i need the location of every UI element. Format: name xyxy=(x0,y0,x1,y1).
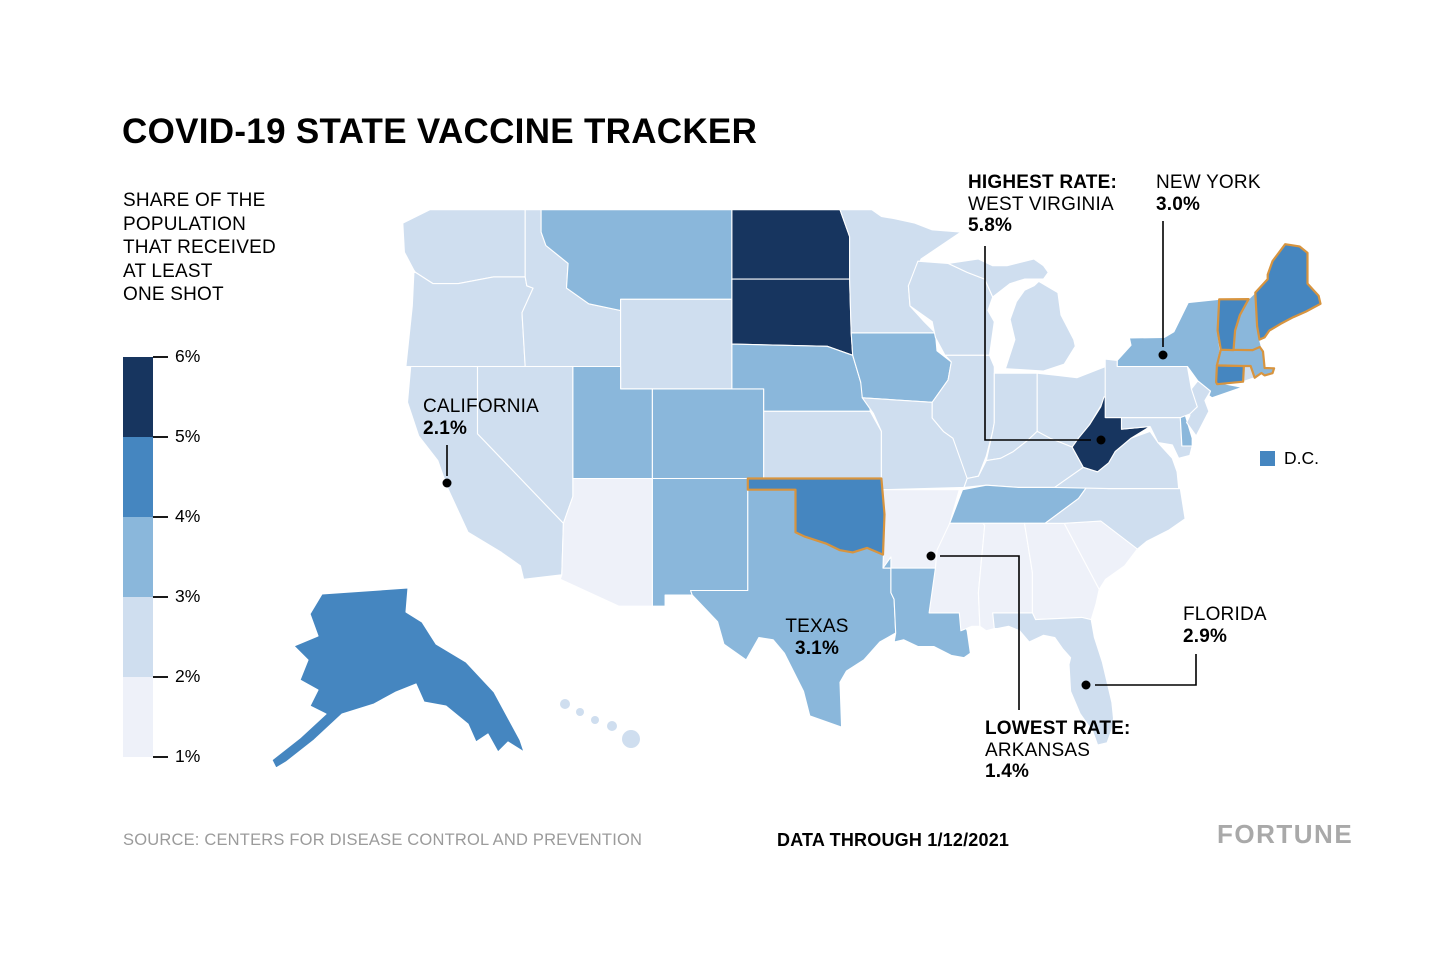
state-ks xyxy=(763,410,882,480)
state-sd xyxy=(731,278,854,356)
tick-label: 6% xyxy=(175,346,201,367)
annotation-state: NEW YORK xyxy=(1156,172,1261,193)
state-ma xyxy=(1215,345,1276,379)
state-hi xyxy=(607,721,617,731)
legend-caption-line: AT LEAST xyxy=(123,260,213,282)
legend-caption: SHARE OF THE POPULATION THAT RECEIVED AT… xyxy=(123,189,276,307)
annotation-texas: TEXAS 3.1% xyxy=(772,616,862,659)
scale-segment xyxy=(123,677,153,757)
annotation-state: ARKANSAS xyxy=(985,739,1091,761)
annotation-state: FLORIDA xyxy=(1183,604,1267,625)
page-title: COVID-19 STATE VACCINE TRACKER xyxy=(122,112,758,151)
legend-caption-line: SHARE OF THE xyxy=(123,190,266,211)
annotation-value: 3.0% xyxy=(1156,193,1201,215)
state-hi xyxy=(591,716,599,724)
state-nm xyxy=(651,477,749,607)
annotation-value: 1.4% xyxy=(985,761,1030,782)
annotation-state: TEXAS xyxy=(785,616,849,637)
annotation-value: 2.1% xyxy=(423,417,468,439)
annotation-heading: LOWEST RATE: xyxy=(985,718,1131,739)
state-pa xyxy=(1104,358,1198,419)
annotation-california: CALIFORNIA 2.1% xyxy=(423,396,539,439)
annotation-highest-rate: HIGHEST RATE: WEST VIRGINIA 5.8% xyxy=(968,172,1117,237)
dc-label: D.C. xyxy=(1284,448,1319,468)
state-nc xyxy=(1044,486,1186,550)
state-wy xyxy=(620,298,733,390)
state-vt xyxy=(1216,298,1250,352)
annotation-new-york: NEW YORK 3.0% xyxy=(1156,172,1261,215)
tick-label: 1% xyxy=(175,746,201,767)
dc-swatch xyxy=(1260,451,1275,466)
annotation-value: 2.9% xyxy=(1183,625,1228,647)
annotation-heading: HIGHEST RATE: xyxy=(968,172,1117,193)
dc-legend: D.C. xyxy=(1260,448,1319,469)
annotation-lowest-rate: LOWEST RATE: ARKANSAS 1.4% xyxy=(985,718,1131,783)
annotation-florida: FLORIDA 2.9% xyxy=(1183,604,1267,647)
source-credit: SOURCE: CENTERS FOR DISEASE CONTROL AND … xyxy=(123,831,643,849)
annotation-value: 5.8% xyxy=(968,215,1013,236)
state-hi xyxy=(560,699,570,709)
legend-caption-line: THAT RECEIVED xyxy=(123,237,276,258)
legend-caption-line: POPULATION xyxy=(123,213,247,235)
color-scale: 6% 5% 4% 3% 2% 1% xyxy=(123,346,200,766)
tick-label: 2% xyxy=(175,666,201,687)
legend-caption-line: ONE SHOT xyxy=(123,284,224,305)
state-co xyxy=(651,388,765,480)
tick-label: 5% xyxy=(175,426,201,447)
tick-mark xyxy=(153,516,168,518)
scale-segment xyxy=(123,357,153,437)
state-or xyxy=(405,271,534,368)
tick-mark xyxy=(153,436,168,438)
state-ok xyxy=(746,477,886,556)
state-mi xyxy=(1004,280,1076,372)
tick-mark xyxy=(153,596,168,598)
state-hi xyxy=(576,708,584,716)
tick-mark xyxy=(153,676,168,678)
tick-label: 3% xyxy=(175,586,201,607)
annotation-value: 3.1% xyxy=(794,637,840,659)
state-fl xyxy=(992,612,1115,746)
annotation-state: WEST VIRGINIA xyxy=(968,193,1114,215)
tick-mark xyxy=(153,356,168,358)
state-ia xyxy=(850,332,952,403)
state-hi xyxy=(622,730,640,748)
fortune-logo: FORTUNE xyxy=(1217,819,1354,849)
state-nd xyxy=(731,209,851,280)
scale-segment xyxy=(123,517,153,597)
state-wa xyxy=(402,209,526,285)
scale-segment xyxy=(123,597,153,677)
scale-segment xyxy=(123,437,153,517)
us-choropleth-map xyxy=(271,209,1322,769)
state-me xyxy=(1254,243,1322,341)
tick-mark xyxy=(153,756,168,758)
tick-label: 4% xyxy=(175,506,201,527)
annotation-state: CALIFORNIA xyxy=(423,396,540,417)
state-ct xyxy=(1215,364,1245,386)
state-az xyxy=(559,477,653,607)
state-ak xyxy=(271,587,525,769)
data-through-note: DATA THROUGH 1/12/2021 xyxy=(777,830,1010,850)
